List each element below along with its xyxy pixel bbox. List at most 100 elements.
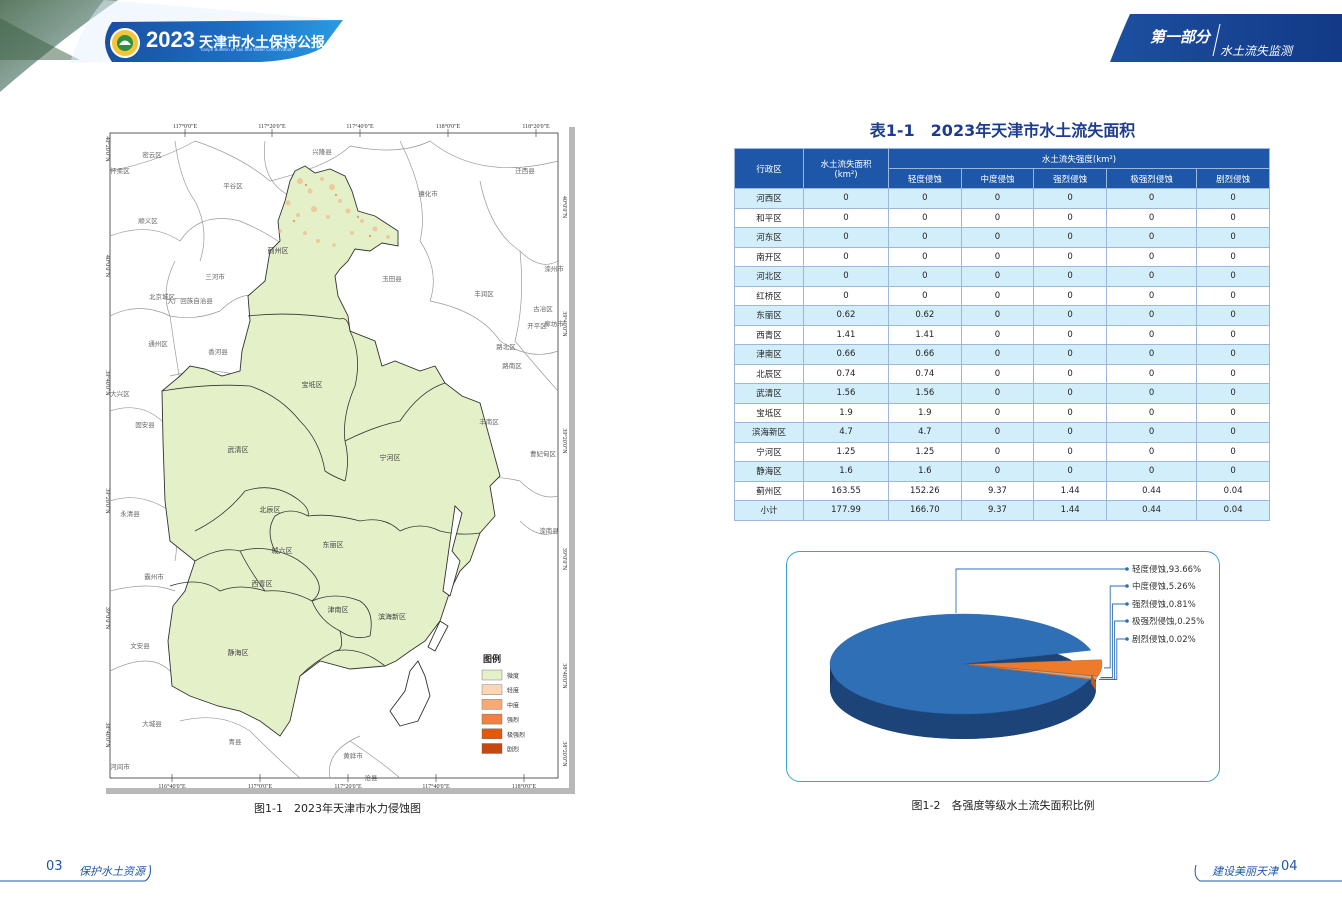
legend-swatch — [481, 699, 503, 710]
table-cell-value: 0 — [1196, 461, 1270, 482]
table-cell-value: 0 — [1033, 227, 1107, 248]
table-cell-value: 0 — [960, 461, 1035, 482]
outer-region-label: 廊坊市 — [544, 319, 564, 328]
tianjin-district-label: 宁河区 — [380, 453, 401, 462]
table-cell-value: 0 — [960, 207, 1035, 228]
tianjin-district-label: 滨海新区 — [378, 612, 406, 621]
erosion-map: 117°0'0"E 117°20'0"E 117°40'0"E 118°0'0"E 11… — [100, 121, 575, 794]
table-cell-value: 0 — [1196, 402, 1270, 423]
outer-region-label: 路南区 — [502, 361, 522, 370]
pie-chart-frame — [786, 551, 1220, 782]
bottom-lon-tick: 116°40'0"E — [158, 783, 186, 790]
table-cell-value: 0 — [960, 227, 1035, 248]
legend-swatch — [481, 669, 503, 681]
table-cell-value: 0 — [1033, 402, 1107, 423]
legend-swatch — [481, 684, 503, 695]
table-cell-region: 静海区 — [734, 461, 804, 482]
pie-slice — [968, 659, 1103, 677]
table-cell-value: 0 — [960, 188, 1035, 209]
top-lon-tick: 118°20'0"E — [522, 123, 550, 130]
table-cell-value: 0 — [1105, 402, 1198, 423]
outer-region-label: 河间市 — [110, 762, 130, 771]
outer-region-label: 丰润区 — [474, 289, 494, 298]
table-cell-value: 0 — [1105, 285, 1198, 306]
pie-slice-label: 剧烈侵蚀,0.02% — [1132, 634, 1196, 645]
pie-slice-label: 中度侵蚀,5.26% — [1132, 581, 1196, 592]
outer-region-label: 青县 — [229, 737, 243, 746]
right-lat-tick: 39°20'0"N — [561, 428, 568, 454]
table-cell-value: 0 — [1105, 422, 1198, 443]
table-row: 小计 177.99 166.70 9.37 1.44 0.44 0.04 — [734, 500, 1270, 521]
outer-region-label: 北京城区 — [149, 292, 176, 301]
bulletin-title-en: Tianjin Bulletin of Soil and Water Conse… — [200, 47, 293, 52]
outer-region-label: 密云区 — [142, 150, 162, 159]
table-cell-value: 0 — [1105, 441, 1198, 462]
pie-leader-line — [1098, 638, 1126, 681]
legend-item-label: 剧烈 — [507, 746, 519, 754]
col-header-area-unit: (km²) — [834, 169, 858, 180]
table-cell-value: 0 — [960, 402, 1035, 423]
erosion-map-svg: 117°0'0"E 117°20'0"E 117°40'0"E 118°0'0"E 11… — [100, 121, 575, 794]
table-cell-value: 0 — [888, 266, 962, 287]
outer-region-label: 开平区 — [527, 322, 547, 330]
outer-region-label: 滦南县 — [539, 526, 559, 535]
legend-swatch — [481, 728, 503, 739]
col-header-intensity-level: 轻度侵蚀 — [888, 168, 962, 189]
right-lat-tick: 38°20'0"N — [561, 741, 568, 767]
legend-item-label: 微度 — [507, 672, 519, 680]
tianjin-district-label: 武清区 — [228, 445, 249, 454]
outer-region-label: 大厂回族自治县 — [167, 296, 213, 305]
table-cell-value: 1.25 — [888, 441, 962, 462]
table-cell-value: 1.9 — [888, 402, 962, 423]
outer-region-label: 遵化市 — [418, 189, 438, 198]
table-row: 河东区 0 0 0 0 0 0 — [734, 227, 1270, 248]
pie-label-marker — [1125, 567, 1129, 571]
section-label: 水土流失监测 — [1220, 44, 1293, 58]
table-cell-value: 0 — [1033, 363, 1107, 384]
table-row: 和平区 0 0 0 0 0 0 — [734, 207, 1270, 228]
col-header-intensity: 水土流失强度(km²) — [888, 148, 1270, 169]
table-cell-value: 0 — [1105, 344, 1198, 365]
table-cell-value: 0 — [888, 246, 962, 267]
table-cell-region: 津南区 — [734, 344, 804, 365]
table-cell-value: 0 — [888, 188, 962, 209]
table-cell-region: 宁河区 — [734, 441, 804, 462]
outer-region-label: 古冶区 — [533, 304, 553, 313]
outer-region-label: 曹妃甸区 — [530, 449, 557, 458]
pie-slice — [829, 613, 1096, 715]
table-cell-value: 0 — [1196, 246, 1270, 267]
pie-slice-label: 强烈侵蚀,0.81% — [1132, 599, 1196, 610]
col-header-area: 水土流失面积 (km²) — [803, 148, 889, 189]
pie-label-marker — [1125, 602, 1129, 606]
table-cell-region: 河西区 — [734, 188, 804, 209]
outer-region-label: 大兴区 — [110, 389, 130, 398]
outer-region-label: 顺义区 — [138, 217, 158, 225]
pie-slice-label: 极强烈侵蚀,0.25% — [1132, 616, 1204, 627]
table-row: 南开区 0 0 0 0 0 0 — [734, 246, 1270, 267]
tianjin-district-label: 静海区 — [228, 648, 249, 657]
part-label: 第一部分 — [1150, 28, 1211, 46]
table-cell-value: 4.7 — [803, 422, 889, 443]
table-cell-value: 0 — [1105, 246, 1198, 267]
outer-region-label: 香河县 — [208, 347, 228, 356]
outer-region-label: 平谷区 — [223, 181, 243, 190]
table-cell-value: 0 — [1196, 285, 1270, 306]
table-cell-value: 0 — [888, 285, 962, 306]
table-cell-value: 0 — [1196, 441, 1270, 462]
table-cell-value: 0 — [1105, 363, 1198, 384]
left-lat-tick: 39°20'0"N — [104, 488, 111, 514]
right-lat-tick: 39°0'0"N — [561, 548, 568, 571]
table-cell-value: 0 — [1033, 461, 1107, 482]
left-lat-tick: 40°20'0"N — [104, 136, 111, 162]
outer-region-label: 滦州市 — [544, 264, 564, 273]
tianjin-district-label: 蓟州区 — [268, 246, 289, 255]
header-banner — [0, 0, 343, 92]
table-cell-region: 西青区 — [734, 324, 804, 345]
table-cell-value: 1.9 — [803, 402, 889, 423]
outer-region-label: 怀柔区 — [110, 166, 130, 175]
outer-region-label: 路北区 — [496, 342, 516, 351]
table-cell-value: 177.99 — [803, 500, 889, 521]
left-footer-text: 保护水土资源 — [79, 865, 145, 878]
table-cell-region: 和平区 — [734, 207, 804, 228]
